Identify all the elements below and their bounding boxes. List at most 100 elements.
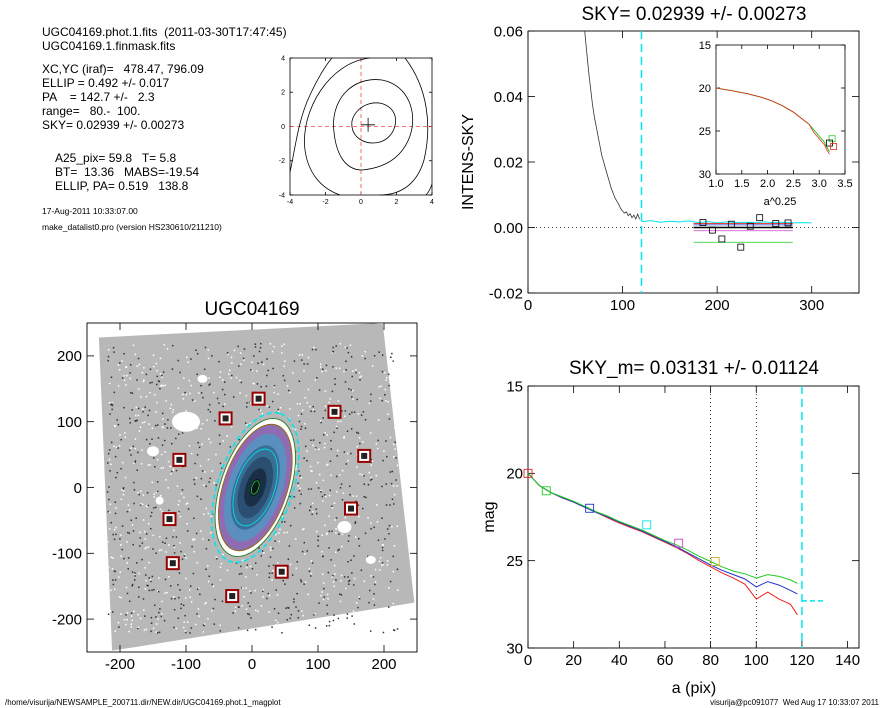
noise-pixel <box>117 364 120 366</box>
noise-pixel <box>377 539 380 542</box>
noise-pixel <box>207 357 210 360</box>
noise-pixel <box>113 445 115 448</box>
noise-pixel <box>240 363 242 366</box>
noise-pixel <box>344 346 347 349</box>
noise-pixel <box>306 550 309 552</box>
sky-box-marker <box>709 226 716 234</box>
noise-pixel <box>113 570 116 572</box>
noise-pixel <box>119 571 122 574</box>
noise-pixel <box>320 594 322 597</box>
noise-pixel <box>349 493 351 496</box>
noise-pixel <box>223 381 226 383</box>
noise-pixel <box>347 351 350 354</box>
noise-pixel <box>115 446 118 449</box>
noise-pixel <box>328 530 331 533</box>
noise-pixel <box>325 364 328 367</box>
noise-pixel <box>307 488 310 490</box>
noise-pixel <box>169 407 171 410</box>
noise-pixel <box>237 606 240 608</box>
noise-pixel <box>106 491 109 493</box>
noise-pixel <box>130 615 133 617</box>
noise-pixel <box>179 542 181 544</box>
noise-pixel <box>145 373 148 376</box>
noise-pixel <box>326 532 328 534</box>
noise-pixel <box>283 343 285 345</box>
noise-pixel <box>336 490 338 493</box>
noise-pixel <box>300 579 302 581</box>
y-tick-label: 25 <box>506 553 523 570</box>
noise-pixel <box>350 559 352 561</box>
noise-pixel <box>289 495 291 498</box>
noise-pixel <box>392 485 395 487</box>
noise-pixel <box>123 375 125 377</box>
noise-pixel <box>317 487 320 489</box>
noise-pixel <box>297 616 300 619</box>
noise-pixel <box>238 606 240 608</box>
noise-pixel <box>290 613 293 616</box>
noise-pixel <box>135 406 138 409</box>
noise-pixel <box>107 573 110 575</box>
noise-pixel <box>381 613 384 615</box>
noise-pixel <box>326 593 329 596</box>
mask-box-core <box>348 505 354 512</box>
noise-pixel <box>180 550 182 553</box>
noise-pixel <box>393 359 396 361</box>
noise-pixel <box>381 354 384 356</box>
noise-pixel <box>384 400 387 402</box>
noise-pixel <box>296 403 299 405</box>
noise-pixel <box>172 408 175 411</box>
noise-pixel <box>301 610 303 612</box>
noise-pixel <box>171 470 173 473</box>
noise-pixel <box>373 604 376 606</box>
noise-pixel <box>196 613 198 615</box>
noise-pixel <box>114 512 117 515</box>
noise-pixel <box>271 400 274 403</box>
noise-pixel <box>208 377 210 379</box>
noise-pixel <box>347 580 350 583</box>
noise-pixel <box>370 464 373 466</box>
galaxy-isophote <box>250 480 260 495</box>
contour-panel: -4 -2 0 2 4 -4 -2 0 2 4 <box>279 55 434 206</box>
noise-pixel <box>358 371 361 374</box>
noise-pixel <box>364 532 367 535</box>
mag-title: SKY_m= 0.03131 +/- 0.01124 <box>569 358 819 379</box>
noise-pixel <box>124 432 126 434</box>
noise-pixel <box>121 548 123 551</box>
noise-pixel <box>190 384 193 387</box>
noise-pixel <box>317 539 319 542</box>
noise-pixel <box>106 541 109 543</box>
noise-pixel <box>169 585 172 587</box>
noise-pixel <box>231 362 233 364</box>
image-title: UGC04169 <box>204 299 299 320</box>
noise-pixel <box>230 356 233 359</box>
noise-pixel <box>202 631 205 633</box>
noise-pixel <box>321 370 323 373</box>
noise-pixel <box>293 507 296 509</box>
noise-pixel <box>159 387 161 390</box>
noise-pixel <box>118 626 120 628</box>
noise-pixel <box>207 617 209 620</box>
noise-pixel <box>273 391 276 394</box>
mag-xlabel: a (pix) <box>672 680 716 697</box>
noise-pixel <box>387 413 389 416</box>
noise-pixel <box>343 415 346 417</box>
noise-pixel <box>211 609 213 612</box>
noise-pixel <box>348 485 351 487</box>
noise-pixel <box>395 457 397 459</box>
noise-pixel <box>124 436 127 439</box>
noise-pixel <box>123 379 126 381</box>
noise-pixel <box>300 493 302 495</box>
noise-pixel <box>189 585 192 587</box>
noise-pixel <box>200 392 203 394</box>
noise-pixel <box>115 476 117 479</box>
mask-box-core <box>169 560 176 567</box>
noise-pixel <box>135 420 137 422</box>
noise-pixel <box>184 614 186 617</box>
noise-pixel <box>139 617 142 620</box>
noise-pixel <box>313 614 315 616</box>
noise-pixel <box>260 342 262 345</box>
noise-pixel <box>389 608 391 610</box>
sky-box-marker <box>718 235 726 243</box>
noise-pixel <box>157 590 160 593</box>
